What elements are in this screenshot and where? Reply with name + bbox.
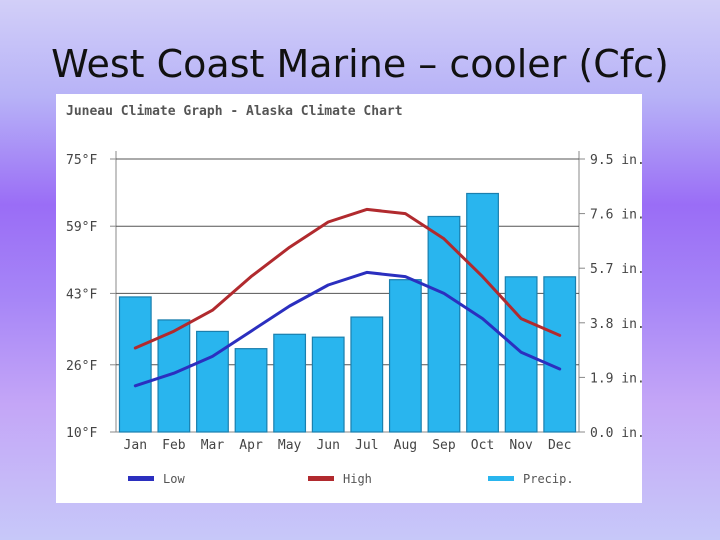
month-label: Mar <box>201 438 225 453</box>
temp-tick-label: 26°F <box>66 359 97 374</box>
precip-bar <box>157 319 191 433</box>
legend-swatch <box>488 476 514 481</box>
precip-tick-label: 7.6 in. <box>590 208 642 223</box>
precip-tick-label: 1.9 in. <box>590 371 642 386</box>
precip-bar <box>388 279 422 433</box>
precip-bar <box>543 276 577 433</box>
precip-tick-label: 5.7 in. <box>590 262 642 277</box>
month-label: Apr <box>239 438 263 453</box>
month-label: Nov <box>509 438 533 453</box>
month-label: Jan <box>124 438 147 453</box>
chart-title: Juneau Climate Graph - Alaska Climate Ch… <box>66 104 403 119</box>
temp-tick-label: 10°F <box>66 426 97 441</box>
precip-bar <box>234 348 268 433</box>
month-label: Jul <box>355 438 378 453</box>
precip-bar <box>196 330 229 433</box>
month-label: Jun <box>316 438 339 453</box>
precip-bar <box>118 296 152 433</box>
legend-swatch <box>128 476 154 481</box>
month-label: Dec <box>548 438 571 453</box>
temp-tick-label: 43°F <box>66 287 97 302</box>
month-label: Feb <box>162 438 186 453</box>
precip-tick-label: 9.5 in. <box>590 153 642 168</box>
slide-title: West Coast Marine – cooler (Cfc) <box>51 42 669 86</box>
month-label: May <box>278 438 302 453</box>
temp-tick-label: 75°F <box>66 153 97 168</box>
month-label: Oct <box>471 438 494 453</box>
legend-swatch <box>308 476 334 481</box>
temp-tick-label: 59°F <box>66 220 97 235</box>
precip-bar <box>350 316 384 433</box>
precip-bar <box>427 215 461 433</box>
legend-label: Precip. <box>523 472 574 486</box>
chart-card: Juneau Climate Graph - Alaska Climate Ch… <box>56 94 642 503</box>
precip-bar <box>504 276 538 433</box>
climate-chart: Juneau Climate Graph - Alaska Climate Ch… <box>66 104 642 486</box>
low-temp-line <box>133 270 562 388</box>
high-temp-line <box>133 207 562 350</box>
month-label: Sep <box>432 438 456 453</box>
month-label: Aug <box>394 438 417 453</box>
precip-bar <box>273 333 307 433</box>
legend-label: High <box>343 472 372 486</box>
precip-bar <box>311 336 345 433</box>
legend-label: Low <box>163 472 185 486</box>
precip-tick-label: 0.0 in. <box>590 426 642 441</box>
precip-tick-label: 3.8 in. <box>590 317 642 332</box>
